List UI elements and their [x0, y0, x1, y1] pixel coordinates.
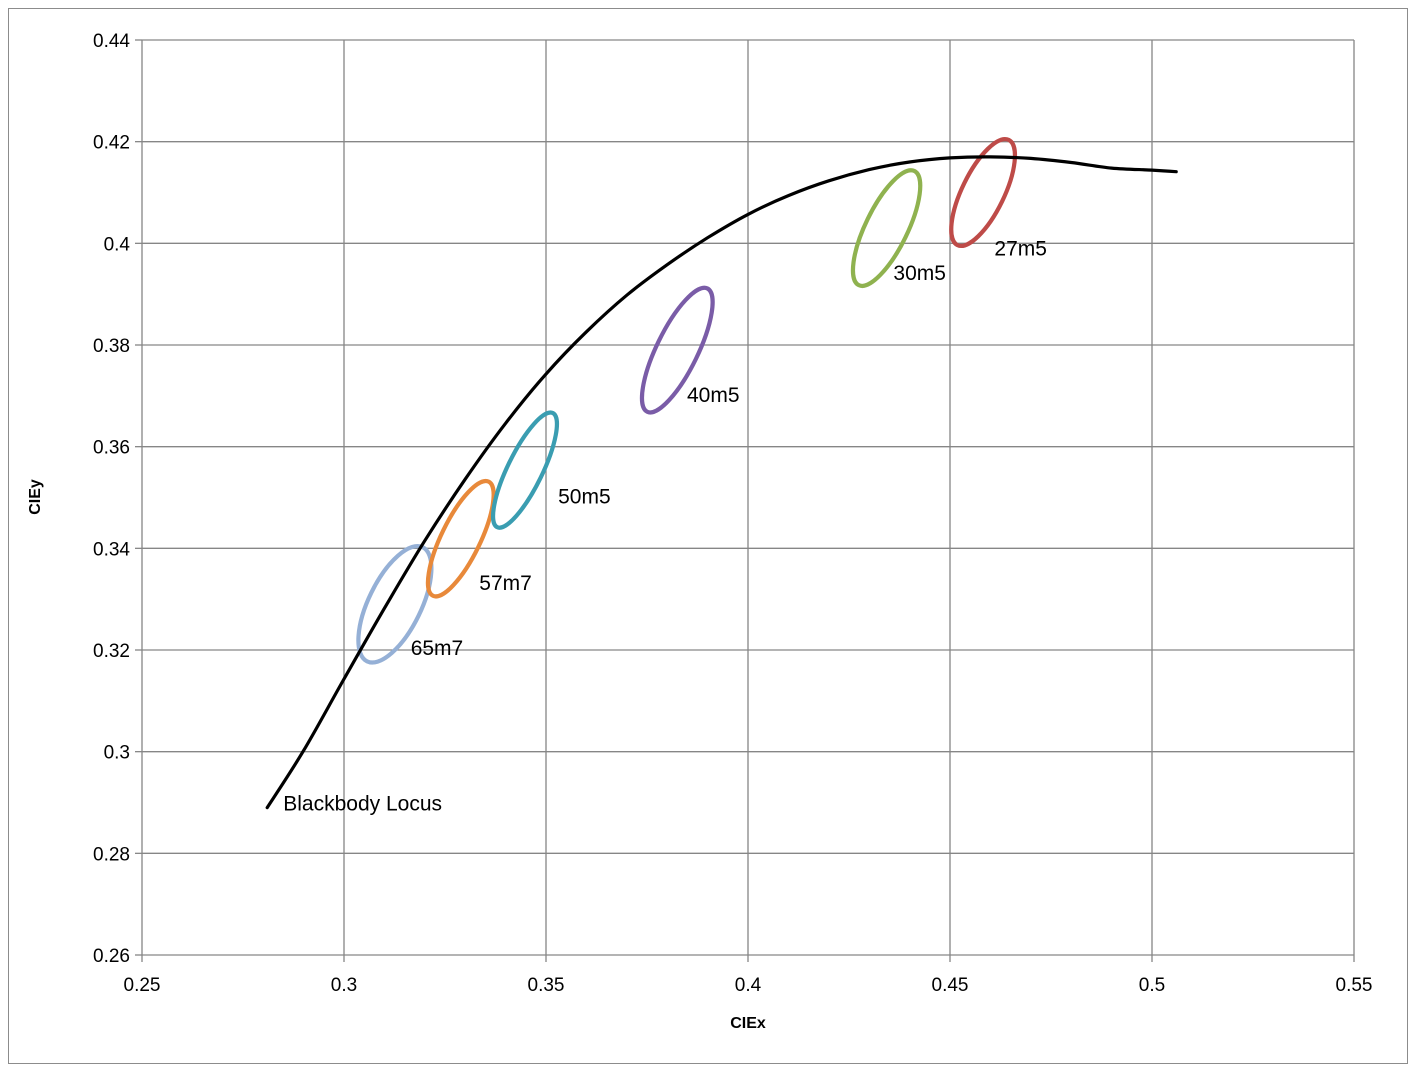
- y-axis-title: CIEy: [27, 479, 44, 515]
- ellipse-27m5: [949, 137, 1018, 248]
- ellipse-30m5: [850, 168, 923, 289]
- y-tick-label: 0.4: [104, 234, 131, 255]
- ellipse-label-30m5: 30m5: [893, 262, 946, 285]
- y-tick-label: 0.32: [93, 641, 130, 662]
- blackbody-locus-line: [265, 155, 1178, 810]
- y-tick-label: 0.28: [93, 844, 130, 865]
- ellipse-50m5: [490, 410, 560, 530]
- x-gridlines: [141, 40, 1355, 962]
- x-tick-label: 0.3: [331, 975, 357, 996]
- ellipse-layer: [356, 137, 1018, 665]
- x-tick-labels: 0.25 0.3 0.35 0.4 0.45 0.5 0.55: [124, 975, 1373, 996]
- y-tick-label: 0.42: [93, 133, 130, 154]
- annotation-layer: Blackbody Locus 65m7 57m7 50m5 40m5 30m5 27m5: [283, 238, 1047, 816]
- y-tick-label: 0.44: [93, 31, 130, 52]
- x-tick-label: 0.35: [528, 975, 565, 996]
- ellipse-40m5: [639, 285, 715, 415]
- y-tick-label: 0.38: [93, 336, 130, 357]
- ellipse-label-27m5: 27m5: [994, 238, 1047, 261]
- x-tick-label: 0.55: [1336, 975, 1373, 996]
- y-tick-label: 0.34: [93, 539, 130, 560]
- ellipse-label-50m5: 50m5: [558, 486, 611, 509]
- ellipse-65m7: [356, 543, 434, 665]
- x-tick-label: 0.5: [1139, 975, 1165, 996]
- x-tick-label: 0.45: [932, 975, 969, 996]
- y-tick-label: 0.36: [93, 438, 130, 459]
- x-tick-label: 0.25: [124, 975, 161, 996]
- ellipse-57m7: [425, 478, 496, 599]
- y-tick-label: 0.3: [104, 743, 130, 764]
- blackbody-locus-label: Blackbody Locus: [283, 793, 442, 816]
- y-tick-labels: 0.26 0.28 0.3 0.32 0.34 0.36 0.38 0.4 0.42 0.44: [93, 31, 130, 967]
- ellipse-label-40m5: 40m5: [687, 384, 740, 407]
- x-tick-label: 0.4: [735, 975, 762, 996]
- ellipse-label-65m7: 65m7: [411, 637, 464, 660]
- y-tick-label: 0.26: [93, 946, 130, 967]
- ellipse-label-57m7: 57m7: [479, 572, 532, 595]
- x-axis-title: CIEx: [730, 1015, 766, 1032]
